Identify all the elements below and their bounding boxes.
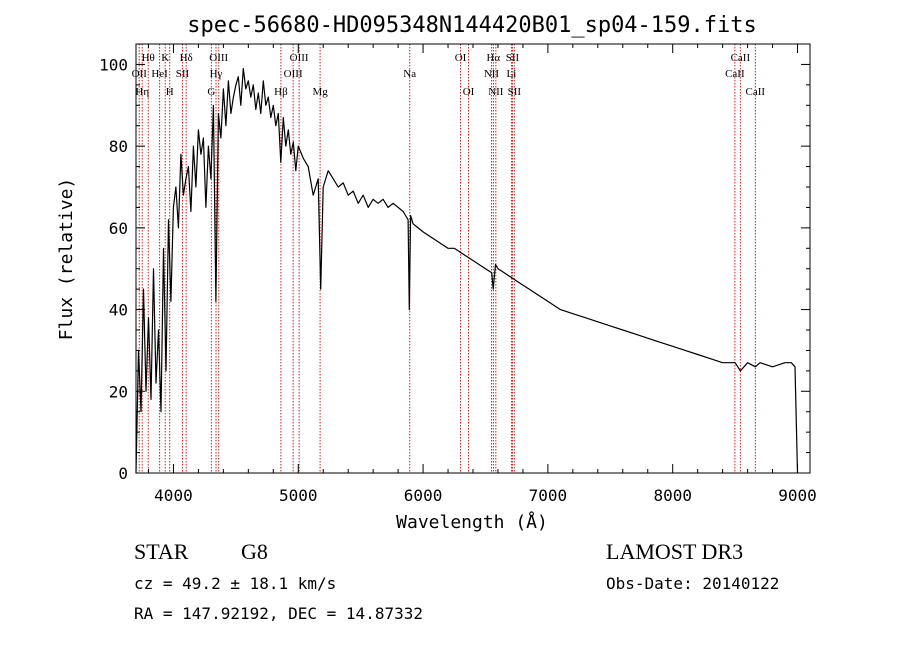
line-label: Hγ [210, 68, 223, 80]
line-label: OIII [290, 52, 309, 64]
line-label: OI [463, 86, 475, 98]
flux-line [135, 67, 799, 474]
x-tick-label: 6000 [404, 486, 443, 505]
obs-date: Obs-Date: 20140122 [606, 574, 779, 593]
x-axis-label: Wavelength (Å) [396, 511, 548, 533]
y-axis-ticks: 0 20 40 60 80 100 [99, 55, 810, 483]
survey-name: LAMOST DR3 [606, 539, 743, 564]
x-tick-label: 4000 [154, 486, 193, 505]
flux-series [135, 67, 799, 474]
chart-title: spec-56680-HD095348N144420B01_sp04-159.f… [187, 13, 757, 38]
line-label: Hβ [274, 86, 288, 98]
line-label: HeI [151, 68, 168, 80]
line-label: K [161, 52, 169, 64]
line-label: NII [488, 86, 504, 98]
ra-dec: RA = 147.92192, DEC = 14.87332 [134, 604, 423, 623]
line-label: SII [176, 68, 190, 80]
object-class: STAR [134, 539, 189, 564]
plot-frame [135, 43, 811, 474]
object-subclass: G8 [241, 539, 268, 564]
x-tick-label: 7000 [529, 486, 568, 505]
line-label: H [166, 86, 174, 98]
y-tick-label: 80 [109, 137, 128, 156]
line-label: Mg [312, 86, 328, 98]
line-label: CaII [746, 86, 766, 98]
x-tick-label: 5000 [279, 486, 318, 505]
line-label: CaII [725, 68, 745, 80]
y-tick-label: 60 [109, 219, 128, 238]
redshift-cz: cz = 49.2 ± 18.1 km/s [134, 574, 336, 593]
line-label: Hα [486, 52, 500, 64]
y-tick-label: 40 [109, 301, 128, 320]
line-label: Li [507, 68, 517, 80]
spectral-line-labels: OIIHηHθHeIKHSIIHδGHγOIIIHβOIIIOIIIMgNaOI… [132, 52, 766, 98]
line-label: OIII [284, 68, 303, 80]
x-tick-label: 8000 [653, 486, 692, 505]
line-label: Hη [135, 86, 149, 98]
line-label: Na [403, 68, 416, 80]
line-label: G [207, 86, 215, 98]
line-label: Hθ [142, 52, 155, 64]
x-axis-ticks: 4000 5000 6000 7000 8000 9000 [147, 44, 817, 505]
y-tick-label: 100 [99, 55, 128, 74]
line-label: SII [506, 52, 520, 64]
line-label: Hδ [180, 52, 193, 64]
y-tick-label: 20 [109, 382, 128, 401]
y-axis-label: Flux (relative) [56, 178, 77, 341]
x-tick-label: 9000 [778, 486, 817, 505]
line-label: SII [508, 86, 522, 98]
line-label: OIII [209, 52, 228, 64]
line-label: OII [132, 68, 148, 80]
line-label: OI [455, 52, 467, 64]
line-label: CaII [731, 52, 751, 64]
line-label: NII [484, 68, 500, 80]
y-tick-label: 0 [118, 464, 128, 483]
